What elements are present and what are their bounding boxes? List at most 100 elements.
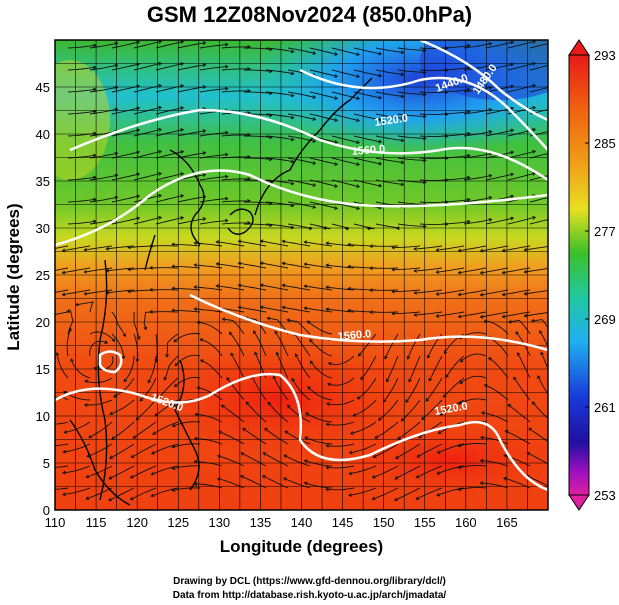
streamline-arrowhead — [172, 403, 177, 407]
streamline — [480, 267, 509, 274]
streamline — [360, 355, 377, 380]
streamline — [331, 47, 360, 56]
streamline — [135, 399, 157, 421]
streamline-arrowhead — [466, 131, 471, 136]
streamline — [331, 223, 350, 230]
streamline — [238, 240, 267, 247]
streamline — [84, 267, 113, 273]
streamline — [265, 179, 294, 185]
streamline — [375, 113, 404, 120]
streamline — [293, 332, 311, 357]
streamline-arrowhead — [334, 140, 339, 144]
streamline — [55, 443, 69, 446]
streamline-arrowhead — [385, 378, 390, 383]
streamline-arrowhead — [224, 152, 229, 157]
streamline — [331, 91, 360, 100]
streamline-arrowhead — [281, 261, 286, 266]
streamline-arrowhead — [312, 183, 317, 187]
streamline-arrowhead — [439, 412, 444, 416]
streamline-arrowhead — [539, 330, 543, 334]
streamline-arrowhead — [422, 224, 427, 229]
streamline-arrowhead — [400, 182, 405, 187]
streamline — [155, 333, 158, 362]
streamline-arrowhead — [400, 50, 405, 55]
streamline — [517, 352, 531, 379]
streamline-arrowhead — [435, 247, 440, 252]
streamline — [331, 135, 360, 144]
streamline-arrowhead — [325, 443, 330, 448]
streamline — [375, 69, 404, 76]
streamline — [304, 285, 333, 291]
streamline — [529, 219, 548, 225]
streamline — [458, 487, 487, 491]
streamline — [133, 216, 162, 225]
streamline-arrowhead — [173, 338, 178, 343]
streamline — [152, 421, 179, 435]
streamline-arrowhead — [62, 492, 66, 497]
streamline-arrowhead — [554, 217, 557, 220]
streamline — [416, 487, 443, 500]
streamline-arrowhead — [114, 173, 119, 178]
streamline — [349, 465, 377, 475]
streamline — [221, 68, 250, 71]
streamline-arrowhead — [466, 43, 471, 48]
streamline — [113, 377, 135, 398]
streamline — [436, 267, 465, 273]
streamline-arrowhead — [532, 149, 537, 154]
streamline — [397, 223, 426, 227]
streamline — [374, 421, 399, 439]
streamline — [350, 421, 377, 435]
streamline — [172, 443, 201, 448]
streamline-arrowhead — [325, 487, 329, 492]
streamline — [463, 174, 492, 181]
streamline-arrowhead — [55, 351, 60, 356]
streamline-arrowhead — [532, 171, 537, 176]
streamline-arrowhead — [466, 65, 471, 70]
streamline — [441, 89, 470, 93]
streamline — [276, 352, 289, 379]
streamline — [485, 41, 514, 49]
streamline — [86, 465, 113, 478]
streamline — [238, 306, 267, 313]
streamline-arrowhead — [202, 217, 207, 221]
streamline-arrowhead — [88, 434, 92, 439]
streamline-arrowhead — [180, 40, 185, 44]
contour-label: 1560.0 — [337, 328, 372, 343]
streamline — [172, 243, 201, 247]
streamline-arrowhead — [466, 87, 471, 92]
streamline-arrowhead — [108, 475, 113, 480]
streamline-arrowhead — [356, 74, 361, 79]
streamline — [172, 309, 201, 313]
streamline-arrowhead — [122, 333, 126, 338]
streamline — [353, 69, 382, 77]
streamline-arrowhead — [85, 474, 90, 479]
streamline-arrowhead — [479, 248, 484, 253]
streamline-arrowhead — [290, 115, 295, 120]
streamline-arrowhead — [554, 151, 557, 154]
streamline-arrowhead — [281, 283, 286, 288]
streamline — [304, 459, 333, 467]
x-tick-label: 165 — [496, 515, 518, 530]
streamline-arrowhead — [127, 289, 131, 294]
streamline — [130, 465, 157, 479]
map-title: GSM 12Z08Nov2024 (850.0hPa) — [146, 2, 473, 27]
streamline — [172, 265, 201, 269]
streamline-arrowhead — [487, 357, 492, 361]
streamline-arrowhead — [70, 358, 74, 362]
streamline-arrowhead — [405, 399, 409, 403]
streamline-arrowhead — [158, 105, 163, 110]
streamline-arrowhead — [356, 206, 361, 211]
streamline-arrowhead — [83, 247, 88, 252]
streamline — [174, 354, 201, 366]
temperature-field — [55, 40, 548, 510]
streamline-arrowhead — [151, 451, 155, 455]
streamline-arrowhead — [303, 459, 308, 463]
x-tick-label: 130 — [208, 515, 230, 530]
streamline-arrowhead — [554, 41, 557, 44]
streamline — [216, 285, 245, 291]
streamline-arrowhead — [457, 443, 462, 448]
streamline-arrowhead — [41, 249, 44, 252]
streamline-arrowhead — [108, 497, 112, 502]
streamline-arrowhead — [356, 140, 361, 145]
streamline — [484, 320, 509, 335]
